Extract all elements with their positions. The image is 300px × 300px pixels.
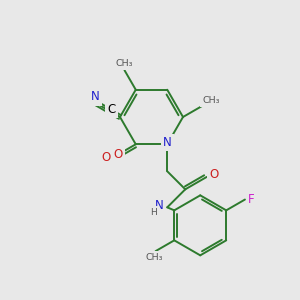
Text: CH₃: CH₃	[202, 96, 220, 105]
Text: H: H	[150, 208, 157, 217]
Text: O: O	[209, 167, 219, 181]
Text: CH₃: CH₃	[116, 59, 133, 68]
Text: F: F	[248, 193, 255, 206]
Text: O: O	[114, 148, 123, 161]
Text: CH₃: CH₃	[145, 253, 163, 262]
Text: N: N	[154, 199, 163, 212]
Text: C: C	[107, 103, 116, 116]
Text: N: N	[91, 90, 100, 104]
Text: O: O	[101, 151, 111, 164]
Text: N: N	[163, 136, 172, 149]
